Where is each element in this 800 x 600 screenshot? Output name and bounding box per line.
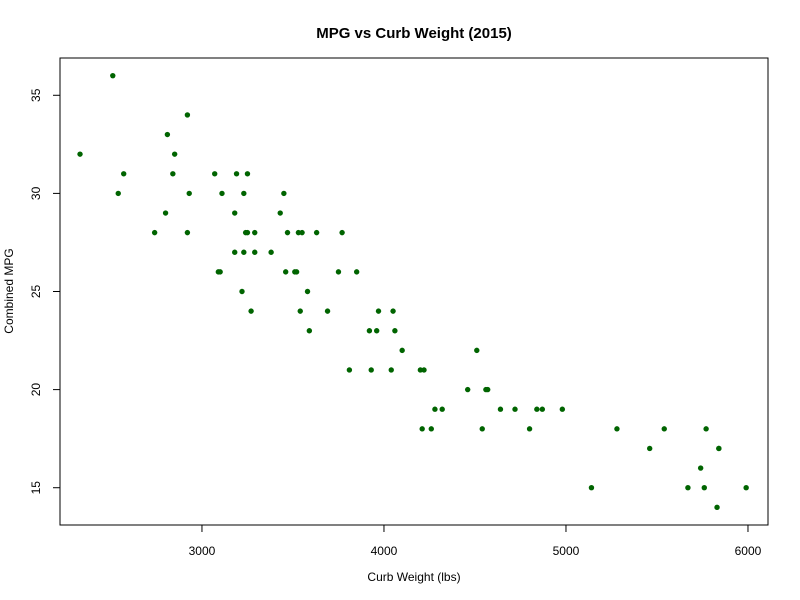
data-point [646, 445, 653, 452]
data-point [439, 406, 445, 412]
data-point [233, 171, 240, 177]
y-tick-label: 30 [29, 186, 43, 200]
data-point [339, 229, 345, 236]
data-point [219, 190, 225, 197]
data-point [432, 406, 438, 412]
data-points [77, 72, 749, 511]
data-point [714, 504, 720, 511]
data-point [239, 288, 245, 295]
data-point [284, 229, 291, 236]
data-point [282, 269, 289, 275]
data-point [743, 485, 749, 491]
data-point [232, 210, 238, 216]
data-point [703, 426, 709, 432]
data-point [184, 229, 191, 236]
data-point [299, 229, 305, 236]
data-point [110, 72, 116, 79]
data-point [121, 171, 127, 177]
chart-title: MPG vs Curb Weight (2015) [316, 25, 512, 42]
data-point [151, 229, 158, 236]
data-point [685, 485, 691, 491]
data-point [375, 308, 382, 314]
data-point [421, 367, 427, 373]
data-point [281, 190, 287, 197]
data-point [497, 406, 504, 412]
data-point [539, 406, 546, 412]
data-point [184, 112, 191, 118]
y-tick-label: 15 [29, 481, 43, 495]
data-point [77, 151, 83, 157]
y-tick-label: 25 [29, 285, 43, 299]
data-point [170, 171, 176, 177]
data-point [241, 249, 247, 255]
data-point [217, 269, 223, 275]
x-axis-label: Curb Weight (lbs) [367, 570, 460, 584]
data-point [388, 367, 394, 373]
data-point [526, 426, 533, 432]
data-point [588, 485, 595, 491]
data-point [392, 328, 398, 334]
data-point [268, 249, 274, 255]
data-point [366, 328, 373, 334]
data-point [716, 445, 722, 452]
data-point [212, 171, 218, 177]
y-tick-label: 20 [29, 383, 43, 397]
data-point [324, 308, 331, 314]
data-point [335, 269, 342, 275]
data-point [479, 426, 485, 432]
data-point [390, 308, 396, 314]
data-point [248, 308, 254, 314]
x-tick-label: 5000 [553, 544, 580, 558]
data-point [171, 151, 178, 157]
data-point [399, 347, 405, 354]
x-tick-label: 4000 [371, 544, 398, 558]
x-tick-label: 6000 [735, 544, 762, 558]
data-point [614, 426, 620, 432]
y-axis-label: Combined MPG [2, 248, 16, 333]
data-point [186, 190, 192, 197]
data-point [297, 308, 303, 314]
data-point [485, 386, 491, 393]
data-point [428, 426, 434, 432]
data-point [313, 229, 320, 236]
data-point [353, 269, 360, 275]
data-point [368, 367, 374, 373]
data-point [701, 485, 707, 491]
data-point [559, 406, 566, 412]
data-point [164, 131, 171, 138]
data-point [697, 465, 704, 471]
data-point [244, 171, 251, 177]
data-point [293, 269, 300, 275]
data-point [512, 406, 518, 412]
data-point [232, 249, 238, 255]
data-point [534, 406, 540, 412]
data-point [419, 426, 425, 432]
data-point [373, 328, 380, 334]
data-point [304, 288, 311, 295]
data-point [474, 347, 480, 354]
data-point [115, 190, 121, 197]
data-point [244, 229, 251, 236]
data-point [277, 210, 283, 216]
y-tick-label: 35 [29, 88, 43, 102]
data-point [306, 328, 313, 334]
x-tick-label: 3000 [189, 544, 216, 558]
data-point [252, 249, 258, 255]
data-point [661, 426, 667, 432]
y-axis: 15 20 25 30 35 [29, 88, 61, 495]
data-point [162, 210, 169, 216]
data-point [252, 229, 258, 236]
data-point [241, 190, 247, 197]
data-point [464, 386, 471, 393]
x-axis: 3000 4000 5000 6000 [189, 524, 762, 558]
data-point [346, 367, 353, 373]
